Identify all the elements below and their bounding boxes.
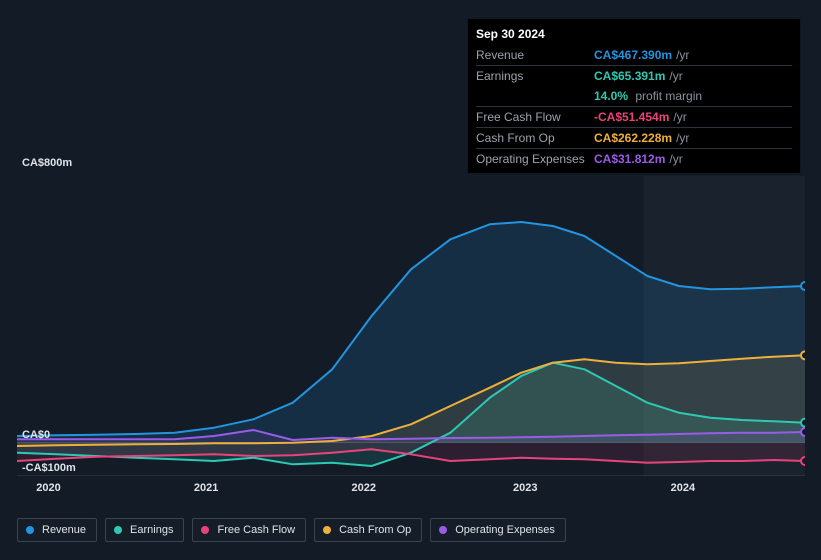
tooltip-row-value: CA$65.391m/yr (594, 66, 792, 87)
y-axis-label-max: CA$800m (22, 157, 72, 169)
y-axis-label-neg: -CA$100m (22, 462, 76, 474)
tooltip-row-label: Revenue (476, 45, 594, 66)
tooltip-table: RevenueCA$467.390m/yrEarningsCA$65.391m/… (476, 45, 792, 169)
x-axis-label: 2023 (513, 482, 537, 494)
legend-item[interactable]: Revenue (17, 518, 97, 542)
x-axis-label: 2024 (671, 482, 695, 494)
legend-label: Revenue (42, 524, 86, 536)
tooltip-row-value: -CA$51.454m/yr (594, 107, 792, 128)
tooltip-row-label: Cash From Op (476, 128, 594, 149)
legend-item[interactable]: Operating Expenses (430, 518, 566, 542)
legend-swatch (114, 526, 122, 534)
x-axis: 2020 2021 2022 2023 2024 (17, 482, 805, 498)
x-axis-label: 2020 (36, 482, 60, 494)
y-axis-label-zero: CA$0 (22, 429, 50, 441)
tooltip-row: Free Cash Flow-CA$51.454m/yr (476, 107, 792, 128)
financial-chart-panel: Sep 30 2024 RevenueCA$467.390m/yrEarning… (0, 0, 821, 560)
legend-swatch (323, 526, 331, 534)
tooltip-row: RevenueCA$467.390m/yr (476, 45, 792, 66)
legend-item[interactable]: Free Cash Flow (192, 518, 306, 542)
legend-label: Cash From Op (339, 524, 411, 536)
legend-label: Free Cash Flow (217, 524, 295, 536)
legend-item[interactable]: Cash From Op (314, 518, 422, 542)
chart-svg (17, 176, 805, 476)
tooltip-row-value: CA$262.228m/yr (594, 128, 792, 149)
chart-area: CA$800m CA$0 -CA$100m (17, 158, 805, 476)
x-axis-label: 2021 (194, 482, 218, 494)
legend-swatch (26, 526, 34, 534)
chart-plot[interactable] (17, 176, 805, 476)
tooltip-row: EarningsCA$65.391m/yr (476, 66, 792, 87)
tooltip-date: Sep 30 2024 (476, 25, 792, 45)
tooltip-row-value: CA$467.390m/yr (594, 45, 792, 66)
legend-label: Operating Expenses (455, 524, 555, 536)
legend-item[interactable]: Earnings (105, 518, 184, 542)
x-axis-label: 2022 (351, 482, 375, 494)
legend-swatch (439, 526, 447, 534)
legend-swatch (201, 526, 209, 534)
tooltip-row-sub: 14.0% profit margin (476, 86, 792, 107)
tooltip-row: Cash From OpCA$262.228m/yr (476, 128, 792, 149)
tooltip-row-label: Free Cash Flow (476, 107, 594, 128)
chart-legend: Revenue Earnings Free Cash Flow Cash From O… (17, 518, 566, 542)
tooltip-row-label: Earnings (476, 66, 594, 87)
chart-tooltip: Sep 30 2024 RevenueCA$467.390m/yrEarning… (467, 18, 801, 174)
legend-label: Earnings (130, 524, 173, 536)
